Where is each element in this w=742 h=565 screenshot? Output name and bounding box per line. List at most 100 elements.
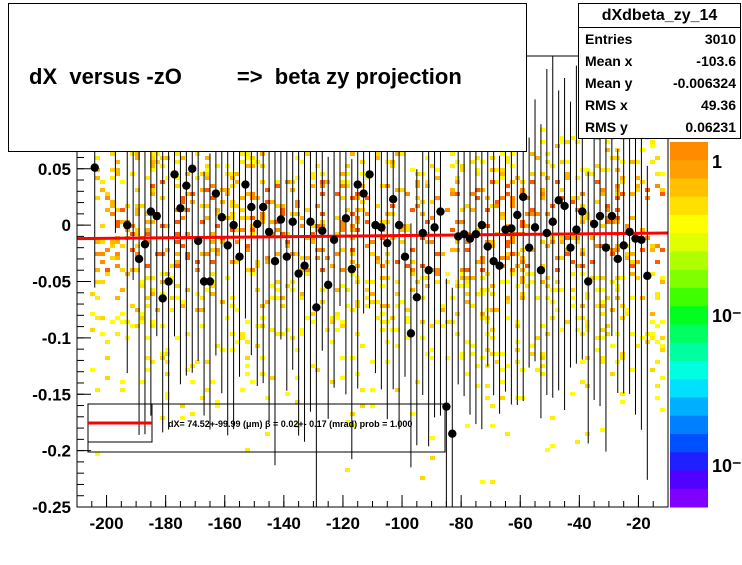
heat-cell — [445, 320, 450, 324]
heat-cell — [545, 276, 550, 280]
y-tick-label: -0.1 — [42, 329, 71, 348]
profile-point — [158, 294, 167, 303]
profile-point — [530, 223, 540, 232]
heat-cell — [90, 368, 95, 372]
heat-cell — [310, 320, 315, 324]
heat-cell — [240, 216, 245, 220]
heat-cell — [490, 336, 495, 340]
heat-cell — [145, 228, 150, 232]
heat-cell — [490, 292, 495, 296]
heat-cell — [120, 244, 125, 248]
fit-line — [76, 231, 669, 241]
heat-cell — [550, 444, 555, 448]
heat-cell — [475, 196, 480, 200]
heat-cell — [505, 296, 510, 300]
heat-cell — [145, 232, 150, 236]
color-scale-cell — [670, 379, 708, 398]
heat-cell — [285, 180, 290, 184]
heat-cell — [505, 156, 510, 160]
heat-cell — [600, 328, 605, 332]
heat-cell — [415, 196, 420, 200]
heat-cell — [280, 212, 285, 216]
heat-cell — [545, 176, 550, 180]
heat-cell — [535, 156, 540, 160]
heat-cell — [375, 156, 380, 160]
heat-cell — [130, 232, 135, 236]
profile-point — [176, 204, 185, 213]
heat-cell — [265, 188, 270, 192]
profile-points — [90, 94, 652, 438]
heat-cell — [280, 232, 285, 236]
heat-cell — [275, 280, 280, 284]
heat-cell — [350, 252, 355, 256]
heat-cell — [345, 164, 350, 168]
heat-cell — [520, 268, 525, 272]
heat-cell — [570, 288, 575, 292]
heat-cell — [335, 312, 340, 316]
heat-cell — [365, 296, 370, 300]
heat-cell — [245, 364, 250, 368]
heat-cell — [650, 144, 655, 148]
heat-cell — [520, 292, 525, 296]
profile-point — [323, 280, 333, 290]
heat-cell — [545, 448, 550, 452]
heat-cell — [120, 320, 125, 324]
heat-cell — [380, 220, 385, 224]
heat-cell — [625, 256, 630, 260]
heat-cell — [190, 380, 195, 384]
heat-cell — [285, 328, 290, 332]
heat-cell — [520, 276, 525, 280]
heat-cell — [185, 288, 190, 292]
heat-cell — [105, 196, 110, 200]
heat-cell — [270, 376, 275, 380]
heat-cell — [465, 204, 470, 208]
heat-cell — [660, 192, 665, 196]
heat-cell — [655, 172, 660, 176]
heat-cell — [135, 232, 140, 236]
heat-cell — [275, 288, 280, 292]
x-tick-label: -160 — [208, 514, 242, 533]
heat-cell — [585, 168, 590, 172]
heat-cell — [130, 224, 135, 228]
heat-cell — [575, 316, 580, 320]
heat-cell — [205, 176, 210, 180]
heat-cell — [395, 152, 400, 156]
heat-cell — [380, 320, 385, 324]
heat-cell — [155, 152, 160, 156]
heat-cell — [395, 328, 400, 332]
heat-cell — [590, 260, 595, 264]
heat-cell — [420, 476, 425, 480]
heat-cell — [620, 392, 625, 396]
heat-cell — [570, 392, 575, 396]
heat-cell — [145, 276, 150, 280]
heat-cell — [165, 348, 170, 352]
heat-cell — [195, 308, 200, 312]
heat-cell — [115, 332, 120, 336]
heat-cell — [545, 296, 550, 300]
heat-cell — [205, 288, 210, 292]
heat-cell — [365, 288, 370, 292]
profile-point — [377, 223, 386, 232]
heat-cell — [210, 240, 215, 244]
heat-cell — [295, 252, 300, 256]
heat-cell — [635, 344, 640, 348]
heat-cell — [180, 216, 185, 220]
heat-cell — [250, 196, 255, 200]
heat-cell — [535, 336, 540, 340]
heat-cell — [205, 204, 210, 208]
heat-cell — [180, 156, 185, 160]
heat-cell — [375, 316, 380, 320]
heat-cell — [390, 316, 395, 320]
heat-cell — [265, 260, 270, 264]
heat-cell — [485, 396, 490, 400]
profile-point — [483, 242, 492, 251]
heat-cell — [565, 176, 570, 180]
heat-cell — [375, 300, 380, 304]
heat-cell — [250, 272, 255, 276]
heat-cell — [135, 208, 140, 212]
heat-cell — [660, 172, 665, 176]
heat-cell — [400, 152, 405, 156]
heat-cell — [170, 264, 175, 268]
heat-cell — [215, 208, 220, 212]
heat-cell — [625, 224, 630, 228]
